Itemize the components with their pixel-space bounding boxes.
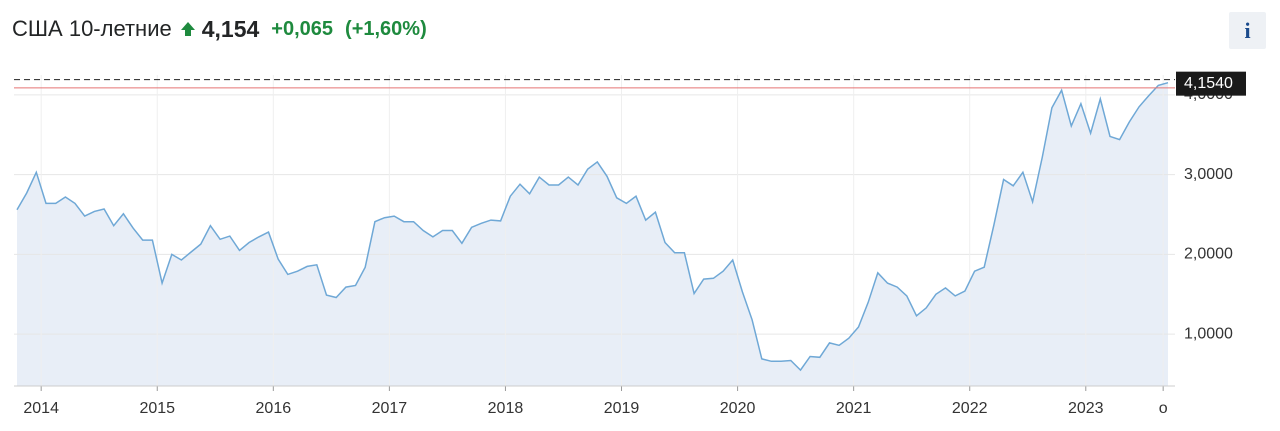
info-button[interactable]: i — [1229, 12, 1266, 49]
change: +0,065 — [271, 17, 334, 40]
up-arrow — [180, 22, 195, 36]
x-tick-label: 2022 — [952, 400, 988, 417]
last-value-box — [1176, 71, 1246, 96]
x-tick-label: 2016 — [256, 400, 292, 417]
x-tick-label: 2018 — [488, 400, 524, 417]
change-percent: (+1,60%) — [345, 17, 427, 40]
instrument-title: США 10-летние — [12, 16, 172, 41]
line — [16, 81, 1169, 372]
last-value-label: 4,1540 — [1184, 75, 1233, 92]
x-tick-label: 2017 — [372, 400, 408, 417]
x-tick-label: 2014 — [23, 400, 59, 417]
x-tick-label: 2015 — [139, 400, 175, 417]
area — [17, 82, 1168, 386]
x-tick-label: 2020 — [720, 400, 756, 417]
header: США 10-летние 4,154 +0,065 (+1,60%) — [12, 12, 439, 46]
x-tick-label: 2021 — [836, 400, 872, 417]
x-tick-label: 2023 — [1068, 400, 1104, 417]
y-tick-label: 1,0000 — [1184, 325, 1233, 342]
price: 4,154 — [201, 15, 260, 42]
y-tick-label: 2,0000 — [1184, 246, 1233, 263]
x-tick-label: 2019 — [604, 400, 640, 417]
x-tick-label: o — [1159, 400, 1168, 417]
y-tick-label: 3,0000 — [1184, 166, 1233, 183]
